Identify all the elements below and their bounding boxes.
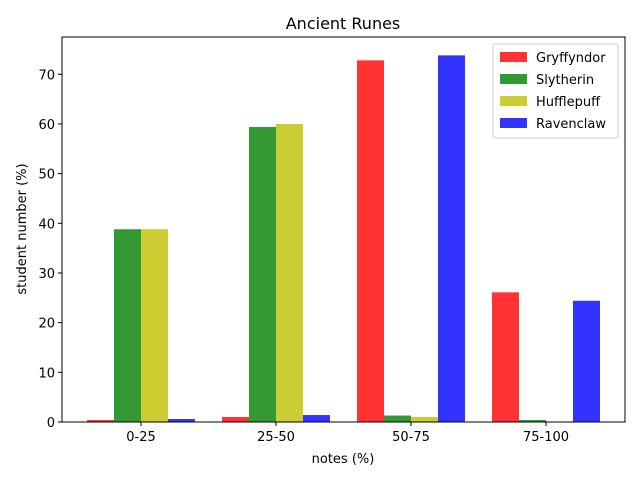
chart-title: Ancient Runes (286, 14, 401, 33)
y-tick-label: 30 (38, 267, 55, 282)
y-axis-label: student number (%) (15, 163, 30, 294)
y-tick-label: 60 (38, 118, 55, 133)
x-tick-label: 0-25 (126, 430, 156, 445)
bar-hufflepuff-50-75 (411, 417, 438, 422)
bar-hufflepuff-0-25 (141, 229, 168, 422)
bar-ravenclaw-75-100 (573, 300, 600, 422)
bar-slytherin-75-100 (519, 420, 546, 422)
bar-gryffyndor-0-25 (87, 420, 114, 422)
y-tick-label: 10 (38, 366, 55, 381)
bar-gryffyndor-25-50 (222, 417, 249, 422)
bar-ravenclaw-25-50 (303, 415, 330, 422)
legend-swatch (500, 52, 527, 62)
bar-slytherin-25-50 (249, 126, 276, 422)
plot-frame (61, 36, 626, 423)
y-axis: 0 10 20 30 40 50 60 70 (38, 68, 62, 431)
legend-swatch (500, 96, 527, 106)
bar-hufflepuff-25-50 (276, 123, 303, 422)
legend: Gryffyndor Slytherin Hufflepuff Ravenclaw (492, 43, 619, 139)
bar-slytherin-50-75 (384, 415, 411, 422)
y-tick-label: 0 (47, 416, 55, 431)
x-axis-label: notes (%) (312, 452, 375, 467)
x-tick-label: 50-75 (392, 430, 430, 445)
legend-label: Hufflepuff (536, 95, 601, 110)
legend-label: Slytherin (536, 73, 594, 88)
legend-label: Gryffyndor (536, 51, 606, 66)
x-tick-label: 25-50 (257, 430, 295, 445)
bar-slytherin-0-25 (114, 229, 141, 422)
y-tick-label: 50 (38, 168, 55, 183)
y-tick-label: 20 (38, 317, 55, 332)
legend-box (492, 43, 619, 139)
x-axis: 0-25 25-50 50-75 75-100 (126, 422, 569, 445)
bar-gryffyndor-50-75 (357, 60, 384, 422)
bar-ravenclaw-50-75 (438, 55, 465, 422)
bars-layer (87, 55, 600, 422)
bar-gryffyndor-75-100 (492, 292, 519, 422)
legend-swatch (500, 118, 527, 128)
bar-ravenclaw-0-25 (168, 419, 195, 422)
x-tick-label: 75-100 (523, 430, 569, 445)
y-tick-label: 40 (38, 217, 55, 232)
legend-label: Ravenclaw (536, 117, 606, 132)
y-tick-label: 70 (38, 68, 55, 83)
legend-swatch (500, 74, 527, 84)
